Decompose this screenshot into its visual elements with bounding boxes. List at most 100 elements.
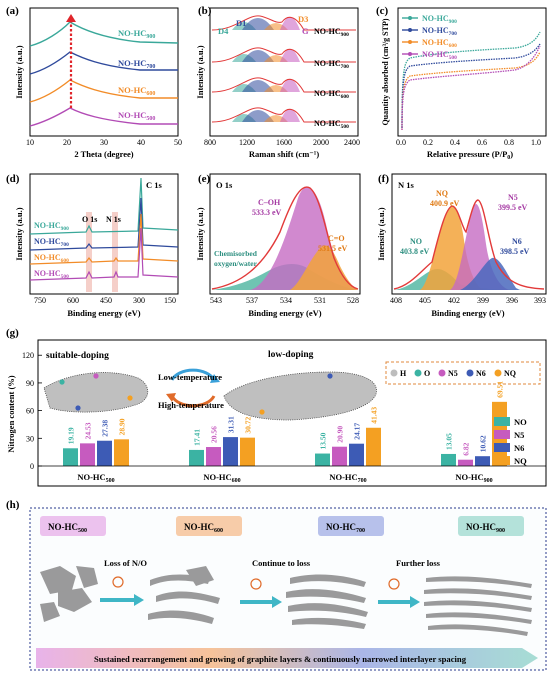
bar-value-label: 69.51 [496, 381, 505, 398]
legend-swatch [494, 430, 510, 439]
bar-value-label: 24.17 [353, 423, 362, 440]
y-tick-label: 0 [30, 462, 34, 471]
bar-value-label: 20.56 [210, 426, 219, 443]
legend-label: NO [514, 417, 527, 427]
xrd-curve-700 [29, 51, 178, 75]
panel-c: (c) NO-HC900 NO-HC700 NO-HC600 NO-HC500 … [376, 5, 547, 161]
atom-legend-h: H [400, 369, 407, 378]
tick-label: 1.0 [531, 138, 541, 147]
n1s-xticks: 408 405 402 399 396 393 [390, 296, 546, 305]
bar-no [189, 449, 204, 466]
legend-900: NO-HC900 [422, 14, 457, 25]
raman-spectra [211, 15, 356, 123]
y-tick-label: 120 [22, 351, 34, 360]
panel-e: (e) O 1s C–OH 533.3 eV C=O 531.5 eV Chem… [195, 173, 361, 318]
y-tick-label: 60 [26, 407, 34, 416]
tick-label: 0.6 [477, 138, 487, 147]
xps-label-500: NO-HC500 [34, 269, 69, 280]
raman-peak [242, 50, 274, 62]
atom-n5-icon [438, 369, 446, 377]
graphene-sheet-suitable [43, 372, 149, 413]
atom-legend-nq: NQ [504, 369, 516, 378]
bar-n5 [332, 446, 347, 466]
tick-label: 543 [210, 296, 222, 305]
bar-n6 [223, 437, 238, 466]
coh-value: 533.3 eV [252, 208, 282, 217]
atom-legend-n6: N6 [476, 369, 486, 378]
bar-value-label: 10.62 [479, 435, 488, 452]
panel-b: (b) D1 D3 D4 G NO-HC900 NO-HC700 NO-HC60… [195, 5, 360, 159]
atom-nq-icon [494, 369, 502, 377]
raman-spectrum [211, 15, 356, 31]
atom-h-icon [390, 369, 398, 377]
stage-700-label: NO-HC700 [326, 522, 365, 534]
panel-a: (a) NO-HC900 NO-HC700 NO-HC600 NO-HC500 … [6, 5, 182, 159]
panel-f: (f) N 1s NQ 400.9 eV N5 399.5 eV NO 403.… [376, 173, 547, 318]
panel-d-letter: (d) [6, 173, 20, 185]
tick-label: 0.8 [504, 138, 514, 147]
stage-700-box [318, 516, 384, 536]
tick-label: 534 [280, 296, 292, 305]
xrd-curve-500 [29, 107, 178, 127]
bar-nq [366, 427, 381, 466]
bar-value-label: 27.38 [101, 420, 110, 437]
n1s-fit-envelope [393, 199, 545, 290]
panel-g-letter: (g) [6, 327, 19, 339]
panel-h: (h) NO-HC500 NO-HC600 NO-HC700 NO-HC900 … [6, 499, 547, 671]
atom-o-icon [414, 369, 422, 377]
xrd-label-500: NO-HC500 [118, 110, 155, 122]
step-further-label: Further loss [396, 558, 441, 568]
tick-label: 50 [174, 138, 182, 147]
raman-peak [280, 79, 300, 92]
panel-c-letter: (c) [376, 5, 389, 17]
step-loss-label: Loss of N/O [104, 558, 147, 568]
y-tick-label: 30 [26, 434, 34, 443]
panel-e-frame [209, 173, 361, 295]
o1s-label: O 1s [82, 215, 97, 224]
tick-label: 40 [137, 138, 145, 147]
isotherm-ylabel: Quantity absorbed (cm³/g STP) [381, 18, 390, 125]
tick-label: 402 [448, 296, 460, 305]
low-temperature-label: Low-temperature [158, 372, 222, 382]
isotherm-600 [401, 51, 541, 131]
bar-n6 [475, 456, 490, 466]
n1s-xlabel: Binding energy (eV) [431, 308, 504, 318]
co-label: C=O [328, 234, 345, 243]
nq-label: NQ [436, 189, 448, 198]
xrd-xticks: 10 20 30 40 50 [26, 138, 182, 147]
raman-spectrum [211, 107, 356, 123]
raman-xticks: 800 1200 1600 2000 2400 [204, 138, 360, 147]
panel-g-frame [37, 339, 547, 487]
peak-d4-label: D4 [218, 26, 229, 36]
structure-700 [286, 574, 368, 629]
isotherm-900 [401, 31, 541, 129]
tick-label: 2400 [344, 138, 360, 147]
category-label: NO-HC900 [455, 472, 492, 484]
raman-peak [242, 110, 274, 122]
stage-900: NO-HC900 [458, 516, 524, 536]
tick-label: 1200 [239, 138, 255, 147]
category-label: NO-HC700 [329, 472, 366, 484]
suitable-doping-label: suitable-doping [46, 351, 109, 361]
isotherm-legend: NO-HC900 NO-HC700 NO-HC600 NO-HC500 [402, 14, 457, 61]
xps-survey-xticks: 750 600 450 300 150 [34, 296, 176, 305]
structure-600 [148, 566, 220, 624]
tick-label: 405 [419, 296, 431, 305]
cycle-arrow-top-icon [170, 368, 216, 381]
raman-spectrum [211, 47, 356, 63]
tick-label: 600 [67, 296, 79, 305]
bar-chart: 0 30 60 90 120 19.19 24.53 27.38 28.90 NO-HC500 17… [22, 351, 546, 484]
stage-900-box [458, 516, 524, 536]
c1s-label: C 1s [146, 180, 163, 190]
bar-value-label: 13.05 [445, 433, 454, 450]
stage-600: NO-HC600 [176, 516, 242, 536]
panel-a-letter: (a) [6, 5, 19, 17]
tick-label: 396 [506, 296, 518, 305]
legend-700: NO-HC700 [422, 26, 457, 37]
peak-g-label: G [302, 26, 309, 36]
peak-d1-label: D1 [236, 18, 246, 28]
tick-label: 1600 [276, 138, 292, 147]
isotherm-xticks: 0.0 0.2 0.4 0.6 0.8 1.0 [396, 138, 541, 147]
n6-value: 398.5 eV [500, 247, 530, 256]
